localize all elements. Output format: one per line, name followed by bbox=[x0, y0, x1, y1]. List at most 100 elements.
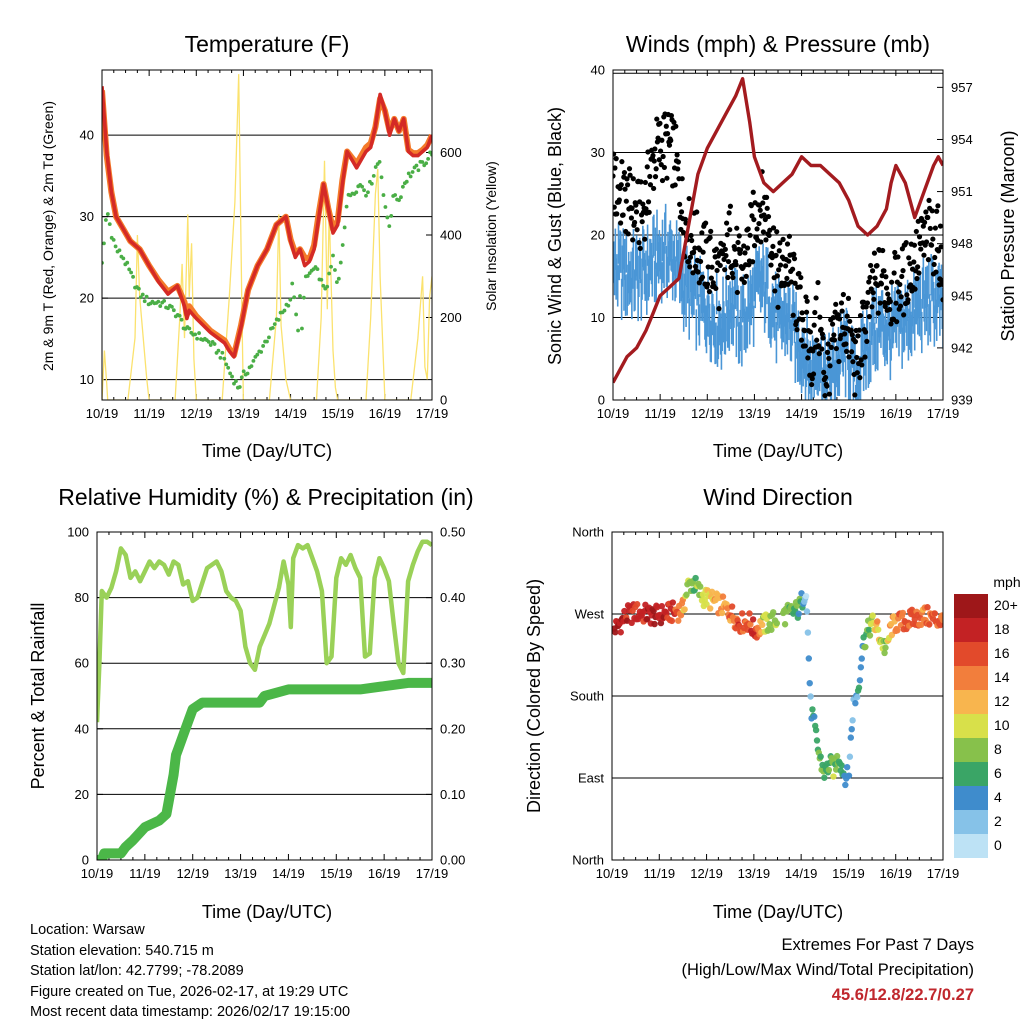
gust-point bbox=[708, 228, 714, 234]
latlon-text: Station lat/lon: 42.7799; -78.2089 bbox=[30, 963, 244, 979]
dewpoint-point bbox=[319, 277, 324, 282]
gust-point bbox=[864, 300, 871, 306]
gust-point bbox=[692, 263, 699, 270]
gust-point bbox=[786, 233, 793, 239]
direction-point bbox=[617, 629, 624, 636]
gust-point bbox=[825, 341, 831, 347]
temperature-y2label: Solar Insolation (Yellow) bbox=[483, 161, 499, 311]
dewpoint-point bbox=[315, 267, 320, 272]
dewpoint-point bbox=[325, 284, 330, 289]
gust-point bbox=[664, 131, 671, 137]
y2-tick-label: 0.10 bbox=[440, 787, 465, 802]
direction-point bbox=[846, 753, 854, 760]
gust-point bbox=[816, 351, 822, 357]
gust-point bbox=[926, 197, 932, 203]
dewpoint-point bbox=[193, 332, 198, 337]
gust-point bbox=[727, 203, 734, 209]
gust-point bbox=[831, 337, 838, 343]
gust-point bbox=[784, 241, 791, 247]
legend-label: 14 bbox=[994, 669, 1010, 685]
dewpoint-point bbox=[241, 369, 246, 374]
rh-line bbox=[97, 539, 432, 723]
gust-point bbox=[760, 229, 767, 235]
direction-point bbox=[938, 612, 943, 619]
dewpoint-point bbox=[389, 214, 394, 218]
x-tick-label: 17/19 bbox=[927, 406, 960, 421]
dewpoint-point bbox=[171, 308, 176, 313]
dewpoint-point bbox=[228, 371, 233, 376]
gust-point bbox=[630, 176, 636, 182]
dewpoint-point bbox=[420, 160, 425, 164]
dewpoint-point bbox=[393, 193, 398, 197]
y2-tick-label: 600 bbox=[440, 145, 462, 160]
gust-point bbox=[810, 371, 817, 377]
y-tick-label: 10 bbox=[591, 310, 605, 325]
x-tick-label: 10/19 bbox=[81, 866, 114, 881]
gust-point bbox=[844, 313, 850, 319]
x-tick-label: 13/19 bbox=[738, 866, 771, 881]
direction-point bbox=[812, 726, 820, 734]
dewpoint-point bbox=[414, 163, 419, 168]
dewpoint-point bbox=[399, 195, 403, 200]
gust-point bbox=[897, 303, 904, 309]
gust-point bbox=[737, 247, 744, 253]
x-tick-label: 16/19 bbox=[369, 406, 402, 421]
gust-point bbox=[899, 273, 905, 280]
gust-point bbox=[613, 156, 619, 162]
gust-point bbox=[770, 225, 777, 231]
plot-frame bbox=[611, 531, 944, 861]
dewpoint-point bbox=[364, 193, 368, 198]
gust-point bbox=[905, 297, 911, 303]
gust-point bbox=[921, 219, 928, 225]
temperature-panel: Temperature (F) 10/19 11/19 12/19 13/19 14/1… bbox=[40, 31, 499, 461]
gust-point bbox=[863, 304, 869, 310]
gust-point bbox=[911, 242, 918, 248]
gust-point bbox=[687, 254, 694, 260]
gust-point bbox=[916, 270, 922, 276]
speed-legend-title: mph bbox=[993, 574, 1020, 590]
direction-point bbox=[805, 655, 813, 662]
gust-point bbox=[810, 348, 816, 354]
gust-point bbox=[714, 267, 720, 274]
gust-point bbox=[883, 285, 890, 291]
direction-point bbox=[830, 773, 837, 780]
gust-point bbox=[849, 349, 855, 355]
gust-point bbox=[660, 153, 666, 160]
gust-point bbox=[883, 274, 889, 280]
y2-tick-label: 400 bbox=[440, 228, 462, 243]
gust-point bbox=[668, 137, 674, 144]
x-tick-label: 17/19 bbox=[927, 866, 960, 881]
winddir-panel: Wind Direction 10/19 11/19 12/19 13/19 14/19… bbox=[524, 484, 1021, 922]
direction-point bbox=[845, 772, 853, 779]
direction-point bbox=[899, 609, 907, 617]
gust-point bbox=[774, 229, 780, 235]
gust-point bbox=[827, 363, 833, 369]
dewpoint-point bbox=[426, 156, 431, 161]
dewpoint-point bbox=[220, 350, 225, 355]
gust-point bbox=[763, 237, 769, 243]
gust-point bbox=[627, 172, 633, 178]
gust-point bbox=[654, 139, 661, 145]
legend-swatch bbox=[954, 594, 988, 618]
dewpoint-point bbox=[296, 328, 300, 333]
gust-point bbox=[836, 316, 843, 322]
temp-9m-line bbox=[102, 90, 432, 359]
gust-point bbox=[733, 262, 739, 268]
gust-point bbox=[843, 341, 849, 347]
gust-point bbox=[650, 152, 656, 159]
legend-label: 20+ bbox=[994, 597, 1018, 613]
dewpoint-point bbox=[187, 326, 192, 331]
temperature-ylabel: 2m & 9m T (Red, Orange) & 2m Td (Green) bbox=[40, 101, 56, 371]
gridlines bbox=[97, 597, 432, 795]
dewpoint-point bbox=[107, 222, 112, 227]
y-tick-label: 40 bbox=[591, 63, 605, 78]
wind-series bbox=[613, 203, 943, 400]
direction-point bbox=[847, 734, 854, 741]
gust-point bbox=[642, 179, 648, 186]
direction-point bbox=[855, 684, 863, 691]
y2-tick-label: 200 bbox=[440, 310, 462, 325]
gust-point bbox=[859, 362, 865, 368]
dewpoint-point bbox=[362, 188, 366, 193]
dewpoint-point bbox=[286, 303, 291, 308]
plot-body bbox=[613, 77, 943, 400]
